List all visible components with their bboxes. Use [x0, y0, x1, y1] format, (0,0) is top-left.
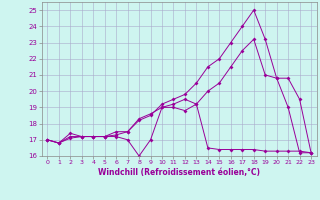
X-axis label: Windchill (Refroidissement éolien,°C): Windchill (Refroidissement éolien,°C): [98, 168, 260, 177]
